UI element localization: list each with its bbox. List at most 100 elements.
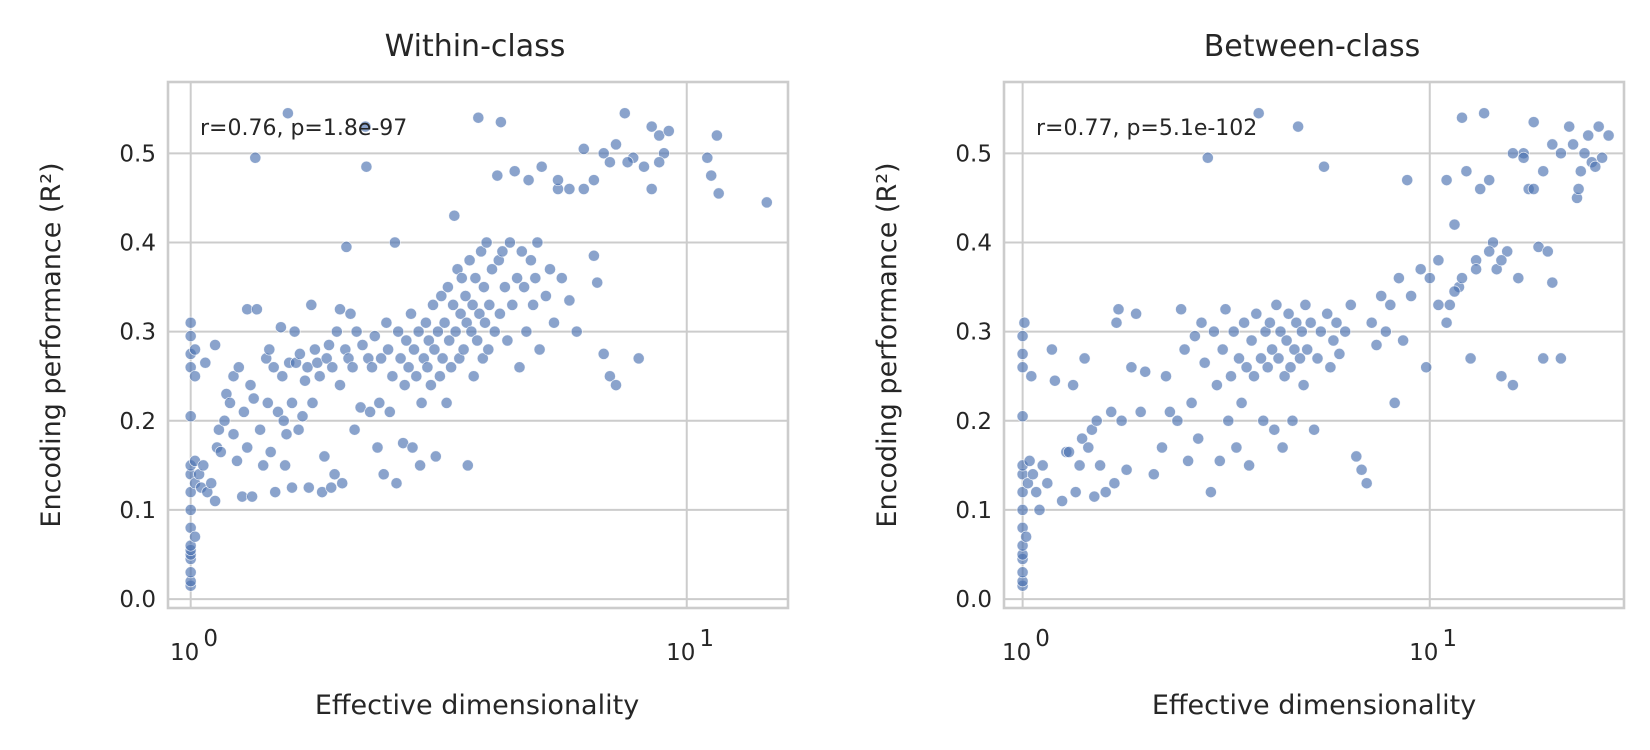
- scatter-point: [515, 245, 528, 258]
- scatter-point: [1294, 352, 1306, 365]
- scatter-point: [1082, 441, 1095, 454]
- scatter-point: [246, 490, 259, 503]
- scatter-point: [1045, 343, 1058, 356]
- scatter-point: [410, 370, 423, 383]
- scatter-point: [610, 379, 622, 392]
- scatter-point: [1350, 450, 1363, 463]
- scatter-point: [527, 298, 540, 311]
- scatter-point: [424, 379, 437, 392]
- scatter-point: [1026, 468, 1039, 481]
- scatter-point: [459, 290, 472, 302]
- scatter-point: [288, 325, 301, 338]
- scatter-point: [1483, 245, 1496, 258]
- scatter-point: [503, 236, 516, 249]
- scatter-point: [1238, 316, 1251, 329]
- scatter-point: [1344, 298, 1357, 311]
- scatter-point: [356, 339, 369, 351]
- scatter-point: [1501, 245, 1514, 258]
- scatter-point: [491, 169, 504, 182]
- scatter-point: [1018, 316, 1031, 329]
- scatter-point: [1478, 107, 1491, 120]
- scatter-point: [544, 263, 556, 276]
- scatter-point: [334, 303, 346, 316]
- scatter-point: [263, 343, 276, 356]
- x-tick-exponent: 1: [699, 626, 714, 652]
- scatter-point: [524, 254, 537, 267]
- scatter-point: [1160, 370, 1172, 383]
- scatter-point: [1245, 334, 1258, 347]
- y-tick-label: 0.3: [955, 320, 992, 346]
- scatter-point: [1110, 316, 1123, 329]
- scatter-point: [539, 290, 552, 302]
- scatter-point: [486, 263, 498, 276]
- scatter-point: [1016, 503, 1029, 516]
- scatter-point: [760, 196, 773, 209]
- scatter-point: [454, 307, 467, 320]
- scatter-points: [1016, 107, 1615, 592]
- scatter-point: [281, 107, 294, 120]
- scatter-point: [1470, 263, 1483, 276]
- scatter-point: [1163, 405, 1176, 418]
- scatter-point: [488, 325, 501, 338]
- scatter-point: [1225, 370, 1237, 383]
- scatter-point: [218, 414, 231, 427]
- scatter-point: [518, 281, 531, 294]
- scatter-point: [653, 129, 666, 142]
- scatter-point: [479, 316, 491, 329]
- scatter-point: [1574, 165, 1587, 178]
- scatter-point: [529, 272, 542, 285]
- scatter-point: [205, 477, 218, 490]
- scatter-point: [1036, 459, 1049, 472]
- scatter-point: [431, 325, 444, 338]
- scatter-point: [1517, 151, 1530, 164]
- scatter-point: [383, 405, 396, 418]
- scatter-point: [587, 174, 600, 187]
- scatter-point: [1270, 298, 1283, 311]
- scatter-point: [435, 290, 448, 302]
- scatter-point: [1230, 441, 1243, 454]
- scatter-point: [591, 276, 604, 289]
- scatter-point: [662, 125, 675, 137]
- scatter-point: [618, 107, 631, 120]
- scatter-point: [457, 343, 470, 356]
- scatter-point: [577, 142, 590, 155]
- correlation-annotation: r=0.76, p=1.8e-97: [200, 116, 407, 141]
- scatter-point: [189, 530, 201, 543]
- scatter-point: [1405, 290, 1418, 302]
- scatter-point: [653, 156, 666, 169]
- scatter-point: [302, 481, 315, 494]
- scatter-point: [1156, 441, 1168, 454]
- scatter-point: [1567, 138, 1580, 151]
- scatter-point: [189, 343, 201, 356]
- scatter-point: [1474, 183, 1487, 195]
- scatter-point: [1384, 298, 1397, 311]
- scatter-point: [292, 423, 305, 436]
- scatter-point: [237, 405, 250, 418]
- x-tick-label: 10: [1409, 640, 1438, 666]
- scatter-point: [1023, 454, 1036, 467]
- scatter-point: [1602, 129, 1615, 142]
- scatter-point: [227, 428, 240, 441]
- scatter-point: [563, 294, 576, 307]
- scatter-point: [1216, 343, 1229, 356]
- scatter-point: [236, 490, 249, 503]
- scatter-point: [1252, 107, 1265, 120]
- scatter-point: [408, 343, 420, 356]
- scatter-point: [1048, 374, 1061, 387]
- scatter-point: [493, 307, 506, 320]
- scatter-point: [257, 459, 270, 472]
- scatter-point: [1233, 352, 1245, 365]
- scatter-point: [441, 281, 454, 294]
- scatter-point: [241, 441, 254, 454]
- correlation-annotation: r=0.77, p=5.1e-102: [1036, 116, 1257, 141]
- scatter-point: [1572, 183, 1585, 195]
- scatter-point: [1297, 379, 1310, 392]
- scatter-point: [1456, 111, 1468, 124]
- scatter-point: [1063, 446, 1075, 458]
- scatter-point: [1041, 477, 1054, 490]
- scatter-point: [184, 503, 197, 516]
- y-tick-label: 0.2: [955, 409, 992, 435]
- y-tick-label: 0.5: [955, 141, 992, 167]
- scatter-point: [199, 356, 212, 369]
- scatter-point: [1379, 325, 1392, 338]
